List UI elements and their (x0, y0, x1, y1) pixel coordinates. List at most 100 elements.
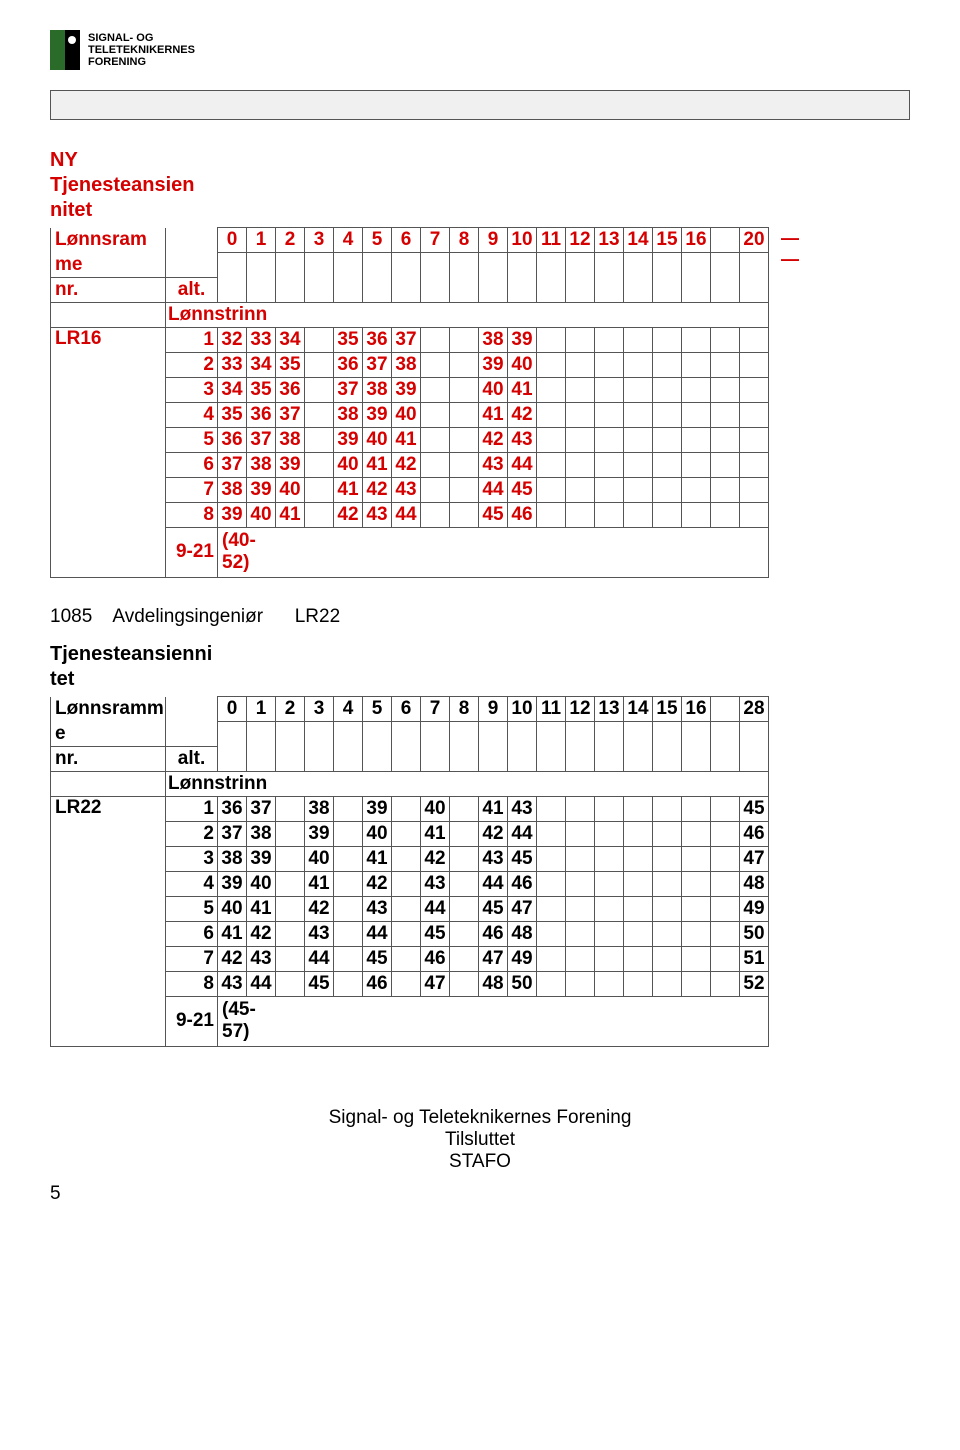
data-cell (421, 427, 450, 452)
data-cell (711, 427, 740, 452)
data-cell: 36 (363, 327, 392, 352)
data-cell (624, 946, 653, 971)
data-cell (450, 452, 479, 477)
data-cell (711, 946, 740, 971)
logo-mark (50, 30, 80, 70)
row-num: 1 (166, 327, 218, 352)
data-cell (711, 502, 740, 527)
data-cell (653, 377, 682, 402)
mid-line: 1085 Avdelingsingeniør LR22 (50, 606, 910, 628)
data-cell: 40 (479, 377, 508, 402)
data-cell (740, 352, 769, 377)
data-cell (566, 796, 595, 821)
label-nr: nr. (51, 277, 166, 302)
col-header: 9 (479, 228, 508, 253)
data-cell (421, 377, 450, 402)
data-cell (682, 921, 711, 946)
data-cell (653, 427, 682, 452)
data-cell: 40 (247, 502, 276, 527)
data-cell: 40 (305, 846, 334, 871)
col-header: 0 (218, 228, 247, 253)
data-cell (653, 477, 682, 502)
row-num: 4 (166, 402, 218, 427)
data-cell (653, 402, 682, 427)
data-cell: 32 (218, 327, 247, 352)
data-cell: 44 (479, 477, 508, 502)
data-cell: 50 (740, 921, 769, 946)
label-lonnstrinn: Lønnstrinn (166, 302, 769, 327)
col-header: 10 (508, 697, 537, 722)
data-cell: 48 (740, 871, 769, 896)
data-cell (421, 452, 450, 477)
data-cell: 41 (276, 502, 305, 527)
data-cell (276, 921, 305, 946)
data-cell: 49 (740, 896, 769, 921)
data-cell: 42 (421, 846, 450, 871)
row-num: 6 (166, 921, 218, 946)
data-cell (740, 427, 769, 452)
data-cell: 40 (508, 352, 537, 377)
data-cell: 43 (305, 921, 334, 946)
col-header: 2 (276, 228, 305, 253)
label-lonnsramm: Lønnsram (51, 228, 166, 253)
data-cell (276, 871, 305, 896)
data-cell (305, 352, 334, 377)
data-cell (595, 971, 624, 996)
col-header: 1 (247, 228, 276, 253)
data-cell (653, 796, 682, 821)
data-cell: 43 (508, 427, 537, 452)
row-num: 2 (166, 352, 218, 377)
data-cell (334, 821, 363, 846)
data-cell (537, 352, 566, 377)
data-cell (624, 452, 653, 477)
data-cell (392, 971, 421, 996)
col-header: 9 (479, 697, 508, 722)
data-cell: 43 (508, 796, 537, 821)
data-cell (450, 427, 479, 452)
page-number: 5 (50, 1183, 910, 1205)
data-cell (653, 896, 682, 921)
data-cell (624, 896, 653, 921)
data-cell (421, 502, 450, 527)
data-cell: 41 (218, 921, 247, 946)
lr-code: LR16 (51, 327, 166, 578)
data-cell (566, 846, 595, 871)
row-num: 8 (166, 502, 218, 527)
data-cell (392, 921, 421, 946)
data-cell (653, 821, 682, 846)
data-cell: 33 (247, 327, 276, 352)
col-header: 14 (624, 228, 653, 253)
data-cell (334, 796, 363, 821)
data-cell: 50 (508, 971, 537, 996)
col-header: 5 (363, 228, 392, 253)
data-cell: 43 (479, 452, 508, 477)
data-cell (653, 452, 682, 477)
data-cell: 40 (392, 402, 421, 427)
data-cell (334, 871, 363, 896)
data-cell (711, 871, 740, 896)
col-header: 11 (537, 697, 566, 722)
data-cell (682, 427, 711, 452)
data-cell (624, 477, 653, 502)
data-cell: 46 (508, 502, 537, 527)
data-cell (566, 452, 595, 477)
data-cell (421, 327, 450, 352)
data-cell (450, 871, 479, 896)
data-cell: 37 (247, 427, 276, 452)
col-header: 5 (363, 697, 392, 722)
data-cell (711, 971, 740, 996)
data-cell (450, 921, 479, 946)
data-cell: 41 (363, 846, 392, 871)
data-cell: 45 (479, 896, 508, 921)
data-cell (566, 352, 595, 377)
data-cell (595, 846, 624, 871)
data-cell: 38 (218, 846, 247, 871)
data-cell: 37 (218, 821, 247, 846)
table2-title: Tjenesteansienni tet (50, 642, 910, 692)
data-cell (624, 921, 653, 946)
data-cell (595, 452, 624, 477)
data-cell (450, 402, 479, 427)
col-header: 12 (566, 228, 595, 253)
data-cell (392, 796, 421, 821)
data-cell: 38 (479, 327, 508, 352)
